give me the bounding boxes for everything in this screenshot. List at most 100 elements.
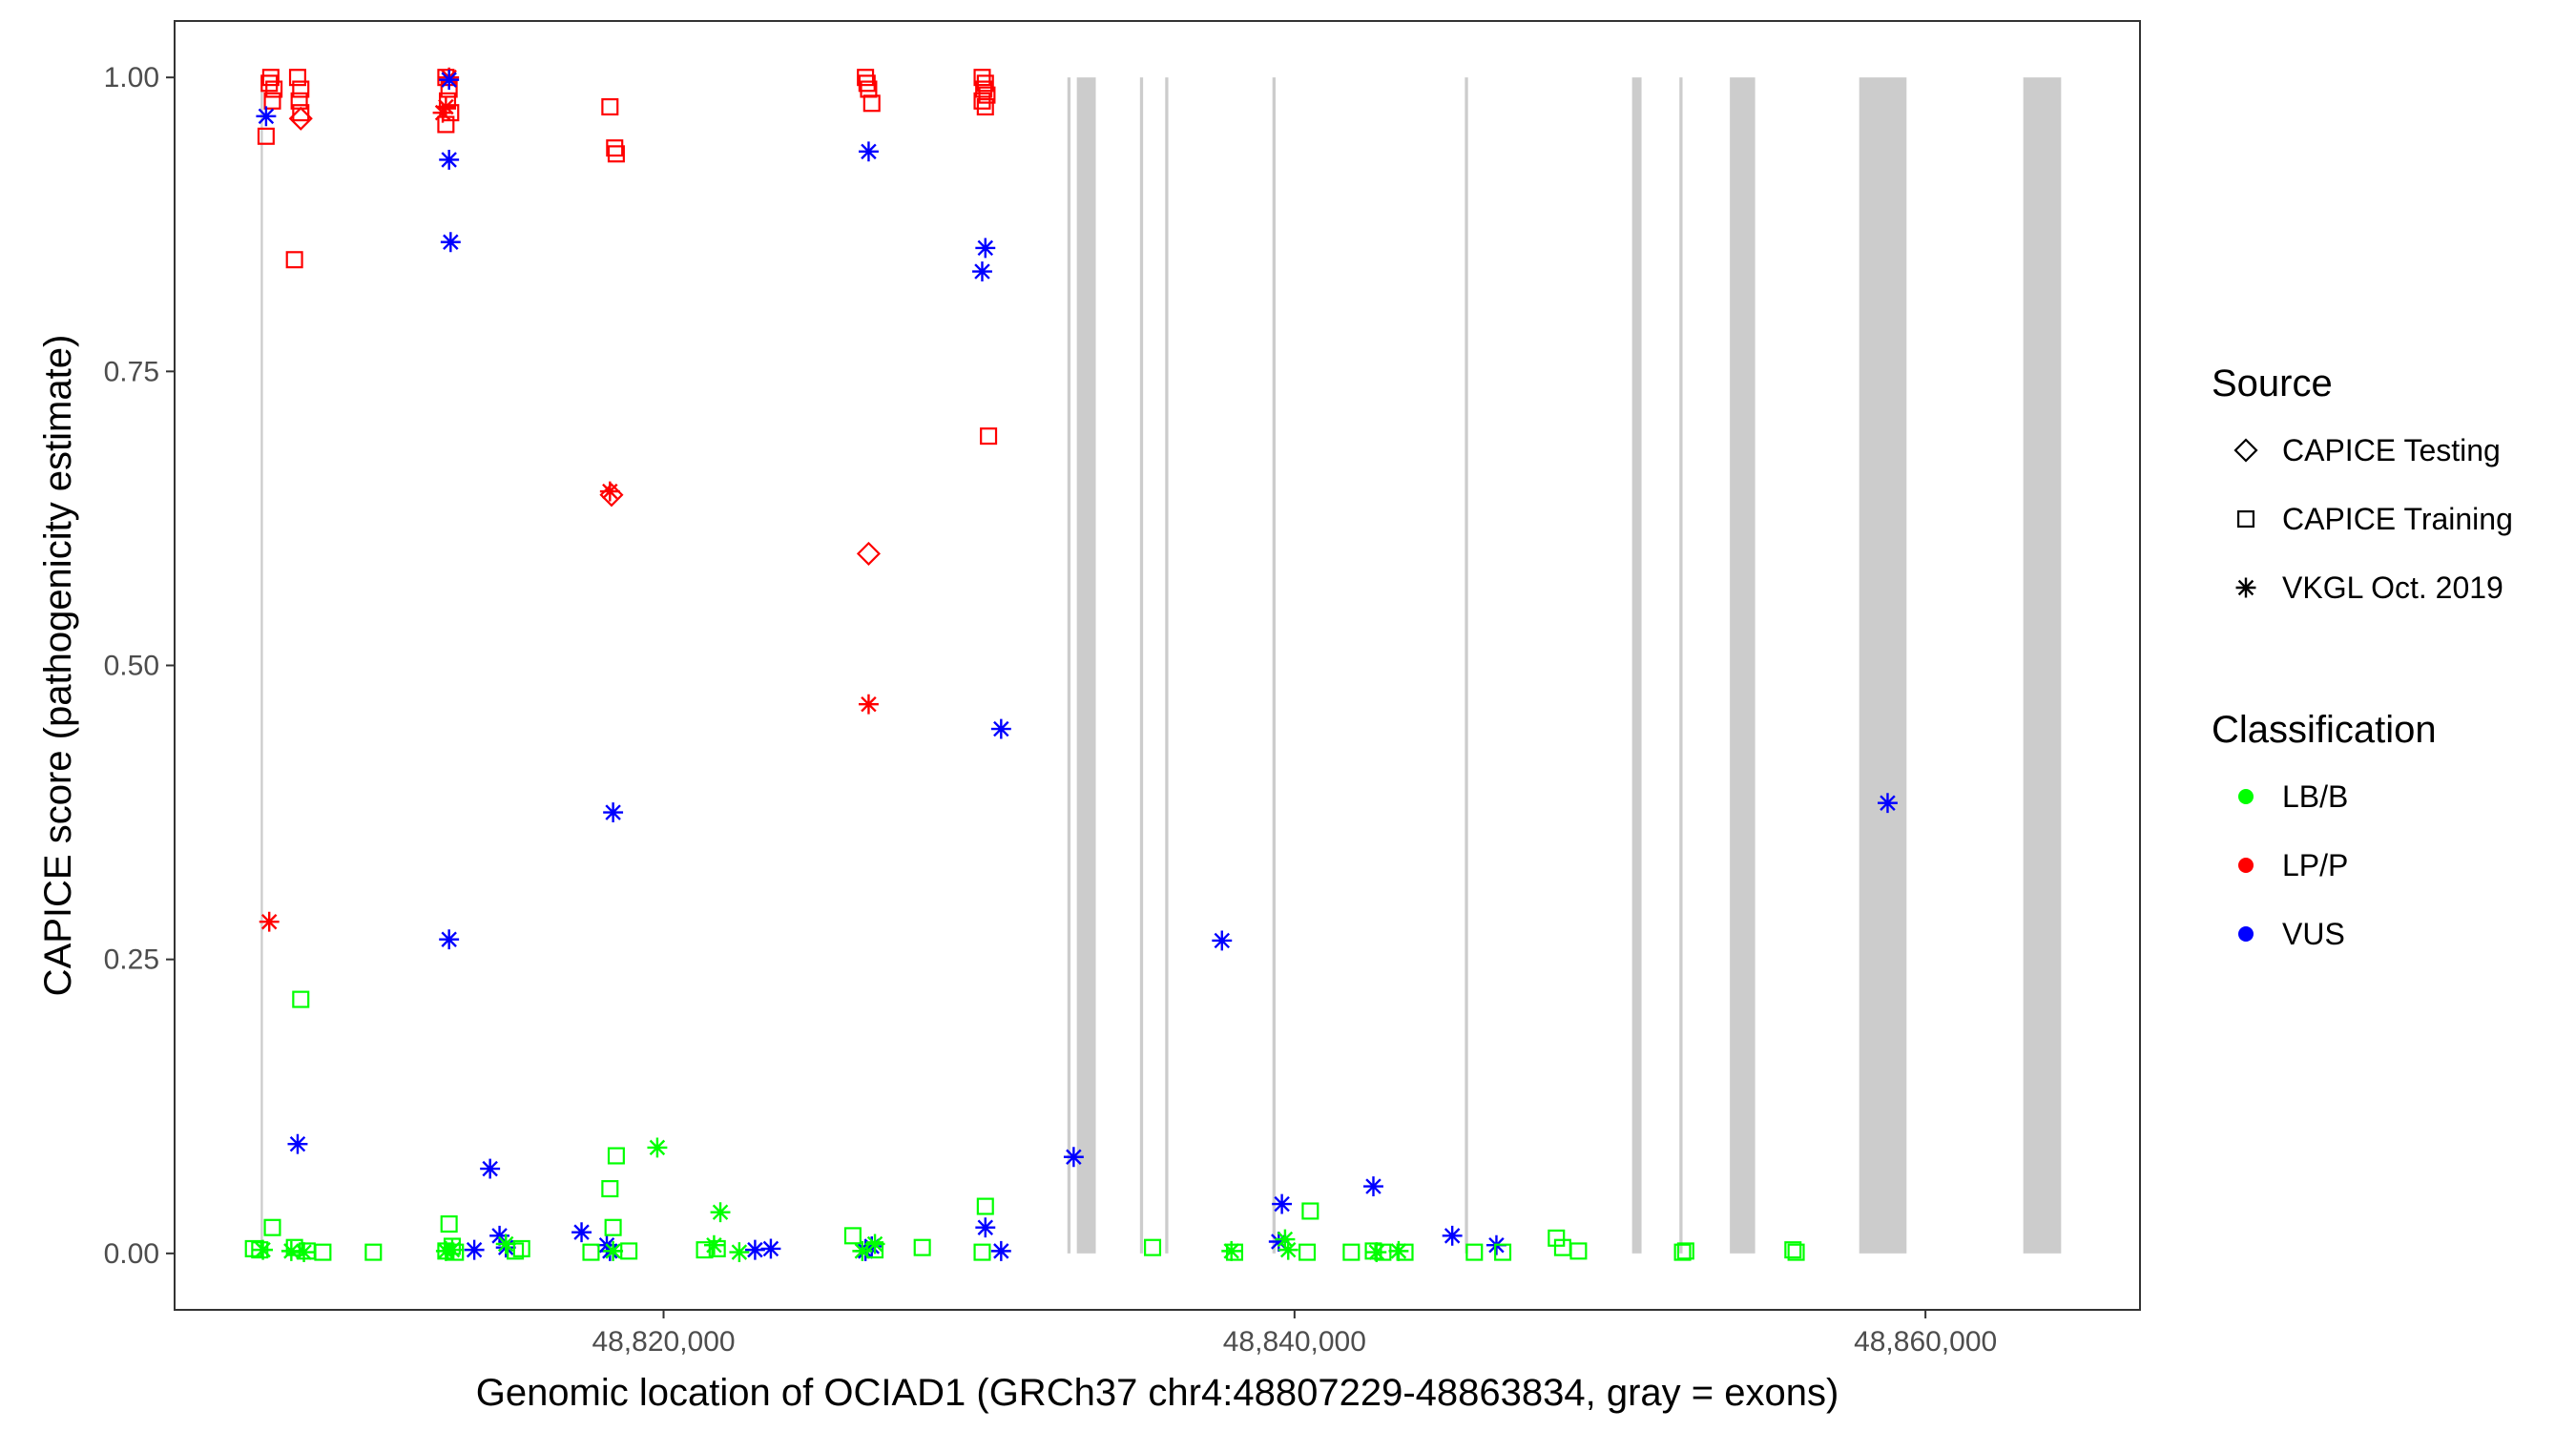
legend-class-title: Classification	[2212, 709, 2437, 751]
exon-band	[1067, 77, 1071, 1254]
data-point	[294, 1242, 315, 1263]
data-point	[480, 1158, 501, 1179]
data-point	[843, 1227, 862, 1245]
data-point	[696, 1241, 714, 1259]
data-point	[975, 1217, 996, 1238]
data-point	[703, 1234, 724, 1255]
data-point	[744, 1239, 765, 1260]
legend-class-key	[2238, 858, 2254, 873]
data-point	[1784, 1241, 1802, 1259]
data-point	[435, 1240, 456, 1261]
data-point	[975, 238, 996, 259]
x-axis: 48,820,000 48,840,000 48,860,000	[592, 1310, 1997, 1358]
y-tick-label: 0.00	[104, 1238, 159, 1270]
legend: Source CAPICE Testing CAPICE Training VKGL…	[2212, 363, 2513, 951]
data-point	[439, 150, 460, 170]
data-point	[976, 97, 994, 116]
exon-band	[1139, 77, 1144, 1254]
data-point	[439, 929, 460, 950]
data-point	[990, 718, 1011, 739]
data-point	[972, 261, 992, 282]
data-point	[1366, 1242, 1387, 1263]
x-tick-label: 48,840,000	[1223, 1326, 1366, 1358]
legend-class-key	[2238, 789, 2254, 804]
legend-source-title: Source	[2212, 363, 2333, 404]
legend-class-key	[2238, 926, 2254, 942]
data-point	[978, 86, 996, 104]
data-point	[976, 1197, 994, 1215]
data-point	[976, 74, 994, 93]
data-point	[244, 1239, 262, 1257]
data-point	[261, 69, 280, 87]
data-point	[647, 1137, 668, 1158]
data-point	[1569, 1242, 1588, 1260]
data-point	[990, 1240, 1011, 1261]
data-point	[858, 141, 879, 162]
data-point	[253, 1239, 274, 1260]
data-point	[440, 232, 461, 253]
data-point	[443, 1237, 461, 1255]
data-point	[507, 1242, 525, 1260]
exon-band	[1859, 77, 1907, 1254]
data-point	[856, 541, 882, 566]
exon-band	[1272, 77, 1276, 1254]
data-point	[489, 1225, 510, 1246]
exon-layer	[260, 77, 2062, 1254]
data-point	[852, 1240, 873, 1261]
data-point	[285, 1238, 303, 1256]
data-point	[1225, 1243, 1244, 1261]
data-point	[1144, 1238, 1162, 1256]
data-point	[606, 139, 624, 157]
data-point	[442, 1239, 463, 1260]
data-point	[973, 69, 991, 87]
data-point	[432, 102, 453, 123]
x-axis-title: Genomic location of OCIAD1 (GRCh37 chr4:…	[476, 1372, 1839, 1414]
data-point	[1673, 1243, 1692, 1261]
data-point	[1364, 1242, 1382, 1260]
data-point	[1298, 1243, 1317, 1261]
data-point	[437, 1242, 455, 1260]
exon-band	[1165, 77, 1169, 1254]
data-point	[601, 97, 619, 116]
data-point	[285, 251, 303, 269]
data-point	[1548, 1229, 1566, 1247]
legend-class-label: LB/B	[2282, 779, 2348, 814]
data-point	[858, 74, 876, 93]
data-point	[1396, 1243, 1414, 1261]
data-point	[1268, 1232, 1289, 1252]
data-point	[604, 1218, 622, 1236]
data-point	[582, 1243, 600, 1261]
x-tick-label: 48,820,000	[592, 1326, 735, 1358]
data-point	[263, 1218, 281, 1236]
data-point	[288, 106, 313, 131]
x-tick-label: 48,860,000	[1854, 1326, 1997, 1358]
data-point	[1787, 1243, 1805, 1261]
data-point	[980, 427, 998, 446]
data-point	[1063, 1147, 1084, 1168]
data-point	[857, 69, 875, 87]
data-point	[975, 80, 993, 98]
data-point	[620, 1242, 638, 1260]
data-point	[447, 1243, 465, 1261]
exon-band	[260, 77, 263, 1254]
data-point	[440, 1214, 458, 1234]
y-tick-label: 1.00	[104, 62, 159, 93]
data-point	[1363, 1176, 1383, 1197]
data-point	[292, 990, 310, 1008]
data-point	[601, 1180, 619, 1198]
data-point	[292, 104, 310, 122]
data-point	[1374, 1243, 1392, 1261]
data-point	[603, 802, 624, 823]
legend-source-label: CAPICE Training	[2282, 502, 2513, 536]
data-point	[973, 1243, 991, 1261]
data-point	[603, 1240, 624, 1261]
data-point	[251, 1241, 269, 1259]
data-point	[1278, 1239, 1298, 1260]
data-point	[435, 96, 456, 117]
legend-class-label: VUS	[2282, 917, 2345, 951]
legend-source-key	[2233, 438, 2258, 463]
legend-source-key	[2236, 509, 2255, 529]
data-point	[1465, 1243, 1484, 1261]
data-point	[1275, 1229, 1296, 1250]
